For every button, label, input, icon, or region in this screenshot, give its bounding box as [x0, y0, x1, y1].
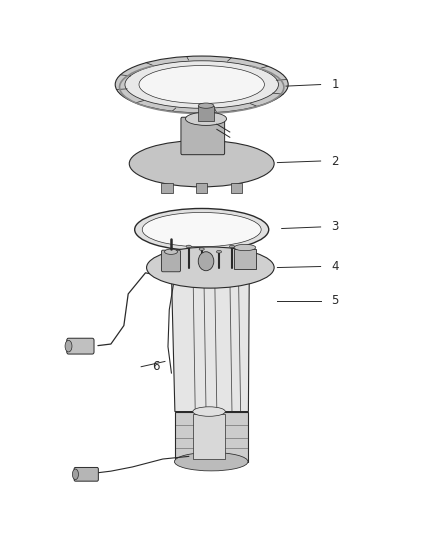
Ellipse shape — [199, 248, 204, 251]
Text: 4: 4 — [332, 260, 339, 273]
FancyBboxPatch shape — [74, 467, 99, 481]
Circle shape — [198, 252, 214, 271]
Ellipse shape — [72, 469, 78, 480]
Bar — [231, 183, 242, 192]
Ellipse shape — [147, 247, 274, 288]
Ellipse shape — [142, 213, 261, 247]
Polygon shape — [171, 273, 249, 411]
FancyBboxPatch shape — [181, 117, 225, 155]
Bar — [198, 106, 214, 122]
FancyBboxPatch shape — [67, 338, 94, 354]
Bar — [234, 248, 256, 269]
Ellipse shape — [134, 208, 269, 251]
Ellipse shape — [129, 140, 274, 187]
Ellipse shape — [115, 56, 288, 113]
Text: 2: 2 — [332, 155, 339, 167]
Ellipse shape — [185, 112, 226, 125]
FancyBboxPatch shape — [162, 250, 180, 272]
Text: 6: 6 — [152, 360, 159, 373]
Bar — [162, 183, 173, 192]
Ellipse shape — [193, 407, 225, 416]
Ellipse shape — [230, 245, 235, 248]
Ellipse shape — [174, 453, 248, 471]
Text: 5: 5 — [332, 294, 339, 308]
Ellipse shape — [125, 61, 279, 108]
Text: 3: 3 — [332, 221, 339, 233]
Ellipse shape — [198, 103, 214, 108]
Ellipse shape — [139, 66, 265, 103]
Ellipse shape — [165, 249, 177, 254]
Text: 1: 1 — [332, 78, 339, 91]
Ellipse shape — [234, 244, 256, 251]
Bar — [175, 411, 248, 462]
Bar — [196, 183, 207, 192]
Ellipse shape — [186, 245, 191, 248]
Bar — [193, 414, 226, 459]
Ellipse shape — [65, 341, 72, 352]
Ellipse shape — [216, 251, 222, 253]
